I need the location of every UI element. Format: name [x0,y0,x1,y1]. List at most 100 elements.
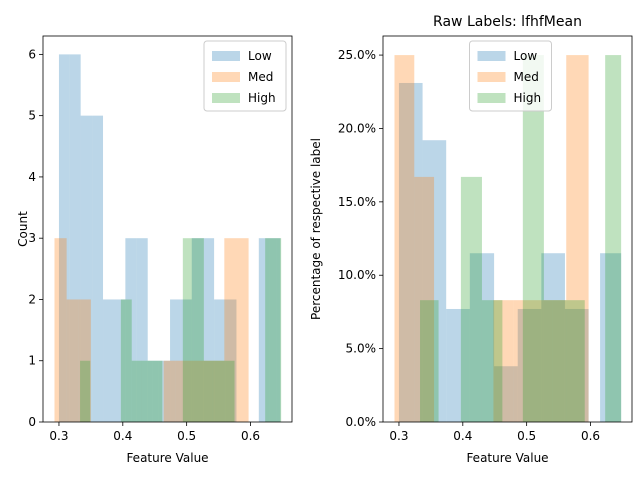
histogram-bar-high [460,176,482,422]
histogram-bar-high [120,299,132,422]
y-tick-label: 10.0% [338,268,376,282]
histogram-bar-low [564,308,589,422]
legend-frame [469,40,552,112]
y-tick-label: 0 [28,415,36,429]
histogram-bar-med [552,300,567,422]
y-tick-label: 25.0% [338,48,376,62]
histogram-bar-med [163,360,176,422]
y-tick-label: 20.0% [338,121,376,135]
y-tick-label: 3 [28,231,36,245]
histogram-bar-low [446,308,470,422]
histogram-bar-high [182,238,194,422]
histogram-bar-low [422,140,447,422]
legend-swatch-low [477,51,506,61]
histogram-bar-med [187,360,201,422]
histogram-bar-low [203,238,215,422]
histogram-bar-low [269,238,281,422]
legend-swatch-med [212,72,240,82]
histogram-bar-med [54,238,67,422]
legend: Low Med High [469,40,552,112]
axes-frame [382,35,633,423]
histogram-bar-low [517,308,542,422]
histogram-bar-low [258,238,270,422]
histogram-bar-low [180,299,192,422]
histogram-bar-low [225,299,237,422]
legend-label-low: Low [248,49,272,63]
histogram-bar-med [78,299,91,422]
y-axis-label: Count [16,211,30,247]
histogram-bar-high [193,238,204,422]
legend-frame [203,40,287,112]
legend-label-low: Low [514,49,538,63]
histogram-bar-high [522,55,544,422]
histogram-bar-high [605,55,622,422]
histogram-bar-low [398,82,423,422]
histogram-bar-low [114,299,126,422]
histogram-bar-low [541,253,565,422]
histogram-bar-low [600,253,622,422]
left-histogram-panel: 0.3 0.4 0.5 0.6 0 1 2 3 4 5 6 Feature Value Count Low… [16,35,293,465]
x-tick-label: 0.4 [113,429,132,443]
legend-label-high: High [248,91,276,105]
histogram-bar-high [80,360,91,422]
histogram-bar-high [265,238,277,422]
x-tick-label: 0.3 [49,429,68,443]
x-tick-label: 0.5 [177,429,196,443]
histogram-bar-low [170,299,181,422]
x-tick-label: 0.5 [517,429,536,443]
legend: Low Med High [203,40,287,112]
histogram-bar-high [214,360,225,422]
y-tick-label: 5 [28,109,36,123]
legend-label-med: Med [248,70,273,84]
histogram-bar-low [147,360,159,422]
histogram-bar-low [158,360,171,422]
histogram-bar-med [175,360,188,422]
histogram-bar-med [513,300,534,422]
histogram-bar-med [394,55,415,422]
right-histogram-panel: 0.3 0.4 0.5 0.6 0.0% 5.0% 10.0% 15.0% 20.0% 25.0%… [309,14,633,465]
y-tick-label: 2 [28,292,36,306]
legend-label-med: Med [514,70,539,84]
y-tick-label: 6 [28,47,36,61]
histogram-bar-high [141,360,153,422]
histogram-bar-high [276,238,282,422]
histogram-bar-low [69,54,81,422]
x-axis-label: Feature Value [466,451,548,465]
histogram-bar-low [103,299,115,422]
histogram-bar-high [481,300,503,422]
legend-label-high: High [514,91,542,105]
histogram-bar-high [152,360,163,422]
histogram-bar-med [200,360,213,422]
histogram-bar-low [469,253,495,422]
histogram-bar-high [420,300,439,422]
histogram-bar-med [493,300,514,422]
histogram-bar-low [191,238,204,422]
legend-swatch-high [212,93,240,103]
histogram-bar-high [543,300,565,422]
axes-frame [42,35,293,423]
x-axis-label: Feature Value [126,451,208,465]
histogram-bar-med [212,360,225,422]
legend-swatch-med [477,72,506,82]
histogram-bar-med [224,238,237,422]
y-tick-label: 4 [28,170,36,184]
histogram-bar-low [58,54,70,422]
chart-title: Raw Labels: lfhfMean [433,14,582,30]
histogram-bar-high [203,360,215,422]
histogram-bar-med [566,55,589,422]
histogram-bar-high [224,360,235,422]
x-tick-label: 0.6 [241,429,260,443]
histogram-bar-low [92,115,104,423]
histogram-bar-high [131,360,142,422]
x-tick-label: 0.3 [389,429,408,443]
legend-swatch-low [212,51,240,61]
y-axis-label: Percentage of respective label [309,138,323,320]
histogram-bar-low [136,238,148,422]
y-tick-label: 5.0% [346,342,377,356]
histogram-bar-med [236,238,249,422]
x-tick-label: 0.6 [581,429,600,443]
histogram-bar-med [66,299,79,422]
histogram-bar-high [564,300,585,422]
histogram-bar-low [494,366,518,422]
